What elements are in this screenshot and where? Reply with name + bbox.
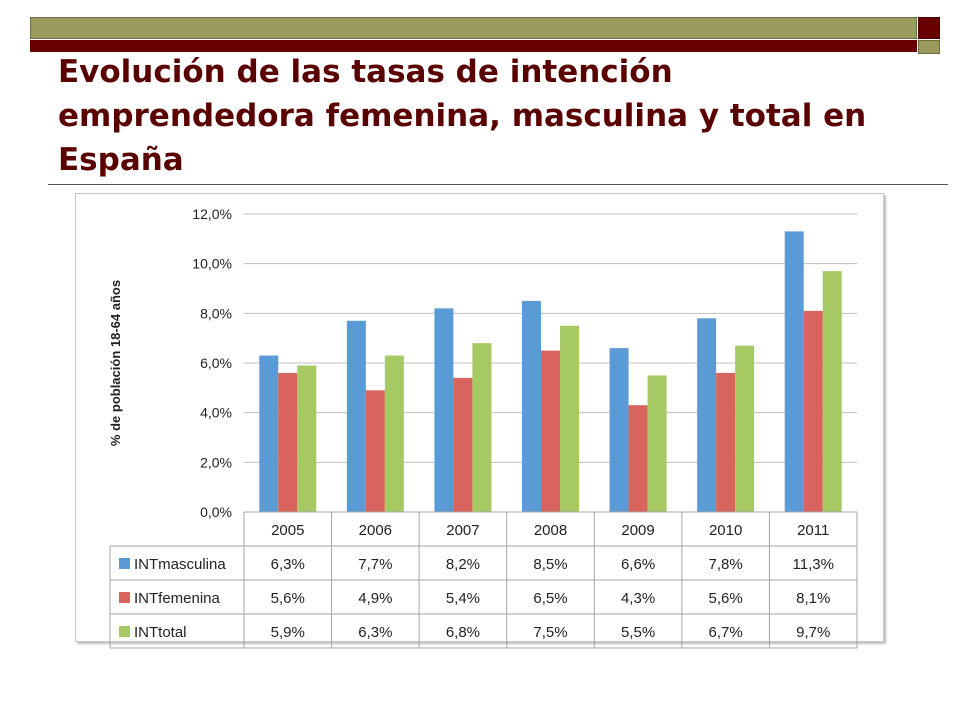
header-olive-bar — [30, 17, 917, 39]
bar-INTfemenina-2007 — [453, 377, 473, 512]
bar-INTtotal-2007 — [472, 343, 492, 512]
legend-swatch-INTfemenina — [119, 592, 130, 603]
bar-INTmasculina-2007 — [434, 308, 454, 512]
legend-label-INTmasculina: INTmasculina — [134, 556, 226, 573]
data-label: 5,6% — [271, 590, 305, 607]
data-label: 6,5% — [533, 590, 567, 607]
y-tick-label: 12,0% — [192, 206, 232, 222]
y-tick-label: 2,0% — [200, 454, 232, 470]
data-label: 4,9% — [358, 590, 392, 607]
data-label: 7,5% — [533, 624, 567, 641]
legend-label-INTfemenina: INTfemenina — [134, 590, 221, 607]
data-label: 6,8% — [446, 624, 480, 641]
bar-INTmasculina-2005 — [259, 355, 279, 512]
bar-INTmasculina-2010 — [697, 318, 717, 512]
data-label: 6,6% — [621, 556, 655, 573]
bar-INTtotal-2010 — [735, 345, 755, 512]
legend-swatch-INTtotal — [119, 626, 130, 637]
bar-INTfemenina-2005 — [278, 372, 298, 512]
legend-swatch-INTmasculina — [119, 558, 130, 569]
bar-INTtotal-2008 — [560, 325, 579, 512]
data-label: 6,3% — [358, 624, 392, 641]
data-label: 5,5% — [621, 624, 655, 641]
bar-INTtotal-2009 — [647, 375, 667, 512]
y-tick-label: 4,0% — [200, 405, 232, 421]
bar-INTmasculina-2006 — [346, 320, 366, 512]
y-tick-label: 0,0% — [200, 504, 232, 520]
y-axis-label: % de población 18-64 años — [108, 280, 123, 446]
header-olive-square — [918, 40, 940, 54]
data-label: 7,7% — [358, 556, 392, 573]
bar-INTfemenina-2008 — [541, 350, 560, 512]
y-tick-label: 6,0% — [200, 355, 232, 371]
header-maroon-bar — [30, 40, 917, 52]
bar-INTfemenina-2011 — [803, 310, 823, 512]
data-label: 9,7% — [796, 624, 830, 641]
data-label: 5,6% — [709, 590, 743, 607]
data-label: 11,3% — [793, 556, 834, 573]
data-label: 6,3% — [271, 556, 305, 573]
data-label: 7,8% — [709, 556, 743, 573]
legend-label-INTtotal: INTtotal — [134, 624, 187, 641]
bar-INTmasculina-2008 — [522, 300, 541, 512]
data-label: 8,2% — [446, 556, 480, 573]
x-tick-label: 2009 — [621, 522, 654, 539]
y-tick-label: 8,0% — [200, 305, 232, 321]
slide-title: Evolución de las tasas de intención empr… — [58, 54, 867, 178]
x-tick-label: 2010 — [709, 522, 742, 539]
data-label: 5,9% — [271, 624, 305, 641]
bar-INTtotal-2006 — [384, 355, 404, 512]
data-label: 4,3% — [621, 590, 655, 607]
bar-INTfemenina-2006 — [365, 390, 385, 512]
x-tick-label: 2005 — [271, 522, 304, 539]
bar-INTfemenina-2009 — [628, 405, 648, 512]
bar-INTmasculina-2011 — [784, 231, 804, 512]
bar-INTfemenina-2010 — [716, 372, 736, 512]
bar-INTtotal-2005 — [297, 365, 317, 512]
x-tick-label: 2006 — [359, 522, 392, 539]
bar-INTmasculina-2009 — [609, 348, 629, 512]
data-label: 6,7% — [709, 624, 743, 641]
title-divider — [48, 184, 948, 185]
data-label: 8,5% — [533, 556, 567, 573]
bar-INTtotal-2011 — [822, 271, 842, 512]
data-label: 8,1% — [796, 590, 830, 607]
x-tick-label: 2007 — [446, 522, 479, 539]
header-maroon-square — [918, 17, 940, 39]
y-tick-label: 10,0% — [192, 256, 232, 272]
x-tick-label: 2008 — [534, 522, 567, 539]
x-tick-label: 2011 — [797, 522, 829, 539]
data-label: 5,4% — [446, 590, 480, 607]
